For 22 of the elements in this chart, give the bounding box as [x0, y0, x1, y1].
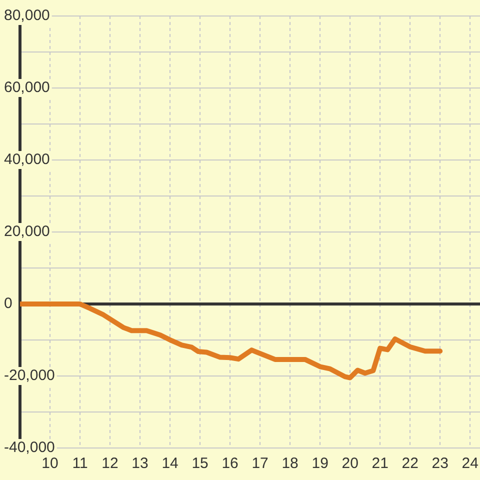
- x-tick-label: 21: [372, 455, 388, 472]
- y-tick-label: 20,000: [4, 223, 50, 240]
- y-tick-label: 60,000: [4, 79, 50, 96]
- y-tick-label: 0: [4, 295, 12, 312]
- x-tick-label: 10: [42, 455, 58, 472]
- x-tick-label: 18: [282, 455, 298, 472]
- x-tick-label: 22: [402, 455, 418, 472]
- x-tick-label: 12: [102, 455, 118, 472]
- x-tick-label: 16: [222, 455, 238, 472]
- y-tick-label: 80,000: [4, 7, 50, 24]
- x-tick-label: 23: [432, 455, 448, 472]
- x-tick-label: 15: [192, 455, 208, 472]
- y-tick-label: 40,000: [4, 151, 50, 168]
- x-tick-label: 19: [312, 455, 328, 472]
- x-tick-label: 14: [162, 455, 178, 472]
- x-tick-label: 17: [252, 455, 268, 472]
- y-tick-label: -40,000: [4, 439, 55, 456]
- x-tick-label: 11: [72, 455, 88, 472]
- y-tick-label: -20,000: [4, 367, 55, 384]
- x-tick-label: 13: [132, 455, 148, 472]
- x-tick-label: 24: [462, 455, 478, 472]
- x-tick-label: 20: [342, 455, 358, 472]
